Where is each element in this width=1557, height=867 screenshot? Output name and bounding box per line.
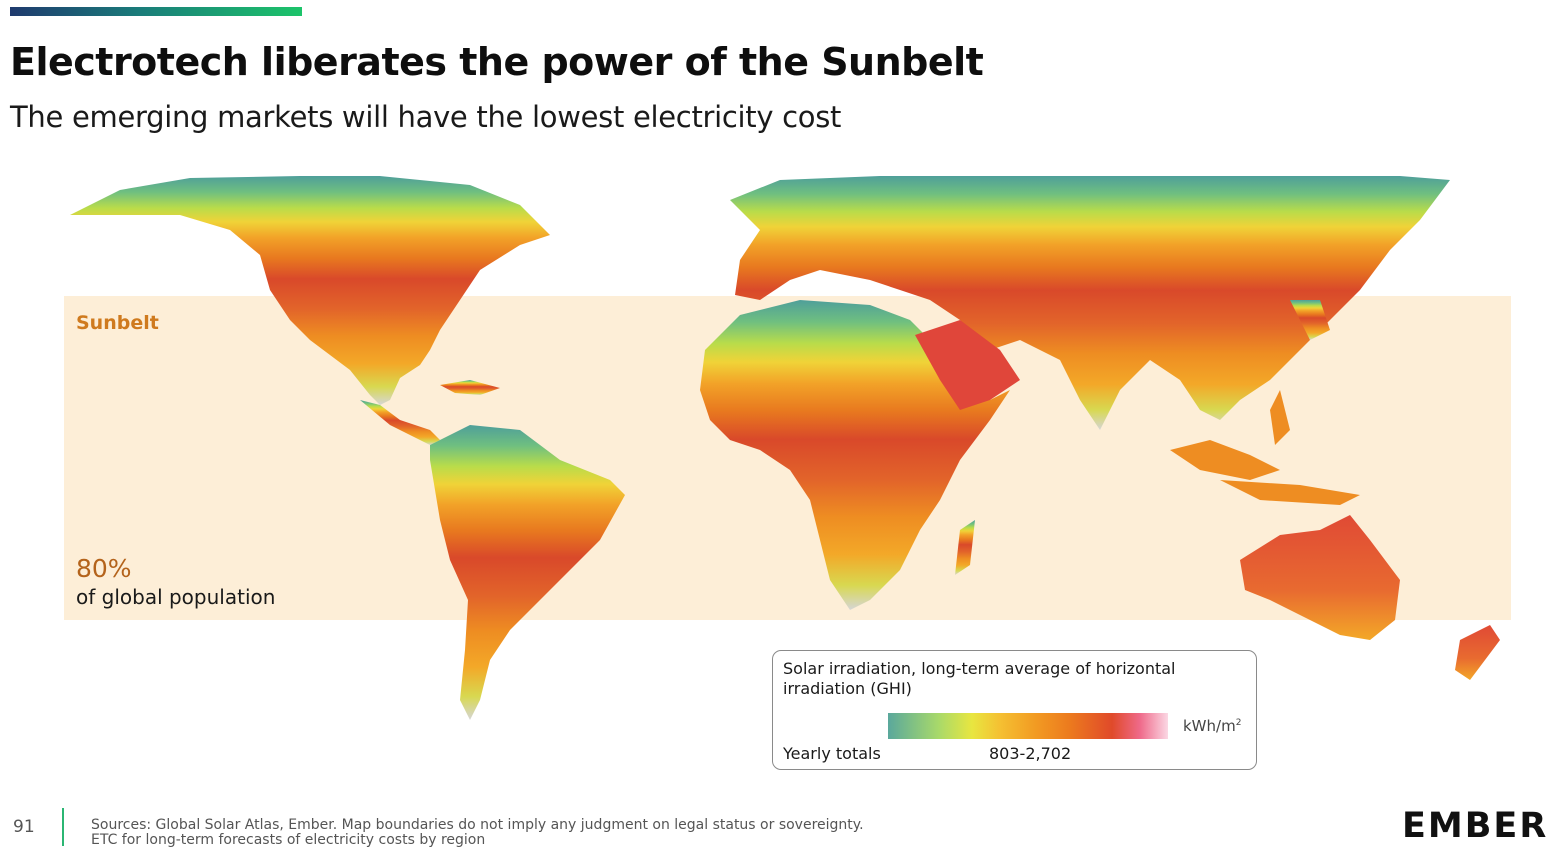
legend-unit-exponent: 2 [1235, 718, 1242, 728]
footer-divider [62, 808, 64, 846]
landmass-south-america [430, 425, 625, 720]
top-accent-bar [10, 7, 302, 16]
sources-note: Sources: Global Solar Atlas, Ember. Map … [91, 818, 864, 848]
population-percentage: 80% [76, 554, 132, 583]
population-caption: of global population [76, 585, 276, 609]
legend-title: Solar irradiation, long-term average of … [783, 659, 1176, 698]
page-title: Electrotech liberates the power of the S… [10, 40, 984, 84]
landmass-africa [700, 300, 1010, 610]
page-number: 91 [13, 817, 35, 837]
map-legend: Solar irradiation, long-term average of … [772, 650, 1257, 770]
sources-line-1: Sources: Global Solar Atlas, Ember. Map … [91, 817, 864, 833]
sources-line-2: ETC for long-term forecasts of electrici… [91, 832, 486, 848]
landmass-southeast-asia [1170, 390, 1360, 505]
page-subtitle: The emerging markets will have the lowes… [10, 100, 842, 134]
landmass-arabia [915, 320, 1020, 410]
legend-unit-base: kWh/m [1183, 717, 1236, 735]
landmass-north-america [70, 176, 550, 445]
legend-range: 803-2,702 [989, 744, 1072, 763]
landmass-europe-asia [730, 176, 1450, 430]
legend-color-scale [888, 713, 1168, 739]
legend-yearly-label: Yearly totals [783, 744, 881, 763]
ember-logo: EMBER [1402, 806, 1549, 846]
legend-unit: kWh/m2 [1183, 717, 1241, 735]
sunbelt-label: Sunbelt [76, 312, 159, 334]
landmass-australia [1240, 515, 1500, 680]
